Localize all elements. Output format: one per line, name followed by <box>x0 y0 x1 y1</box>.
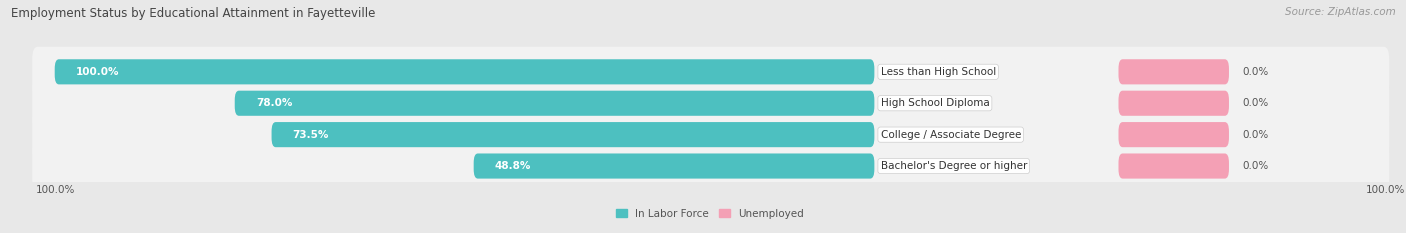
FancyBboxPatch shape <box>1119 91 1229 116</box>
Text: Bachelor's Degree or higher: Bachelor's Degree or higher <box>880 161 1026 171</box>
FancyBboxPatch shape <box>32 141 1389 191</box>
FancyBboxPatch shape <box>55 59 875 84</box>
FancyBboxPatch shape <box>1119 154 1229 179</box>
FancyBboxPatch shape <box>1119 59 1229 84</box>
FancyBboxPatch shape <box>1119 122 1229 147</box>
Text: 0.0%: 0.0% <box>1241 98 1268 108</box>
Text: College / Associate Degree: College / Associate Degree <box>880 130 1021 140</box>
Text: Source: ZipAtlas.com: Source: ZipAtlas.com <box>1285 7 1396 17</box>
Legend: In Labor Force, Unemployed: In Labor Force, Unemployed <box>612 204 808 223</box>
FancyBboxPatch shape <box>32 47 1389 97</box>
Text: Employment Status by Educational Attainment in Fayetteville: Employment Status by Educational Attainm… <box>11 7 375 20</box>
Text: 73.5%: 73.5% <box>292 130 329 140</box>
Text: Less than High School: Less than High School <box>880 67 995 77</box>
Text: 0.0%: 0.0% <box>1241 130 1268 140</box>
FancyBboxPatch shape <box>235 91 875 116</box>
Text: 0.0%: 0.0% <box>1241 67 1268 77</box>
Text: 78.0%: 78.0% <box>256 98 292 108</box>
FancyBboxPatch shape <box>32 78 1389 128</box>
Text: 0.0%: 0.0% <box>1241 161 1268 171</box>
FancyBboxPatch shape <box>474 154 875 179</box>
Text: 48.8%: 48.8% <box>495 161 531 171</box>
FancyBboxPatch shape <box>271 122 875 147</box>
Text: 100.0%: 100.0% <box>76 67 120 77</box>
FancyBboxPatch shape <box>32 110 1389 160</box>
Text: High School Diploma: High School Diploma <box>880 98 990 108</box>
